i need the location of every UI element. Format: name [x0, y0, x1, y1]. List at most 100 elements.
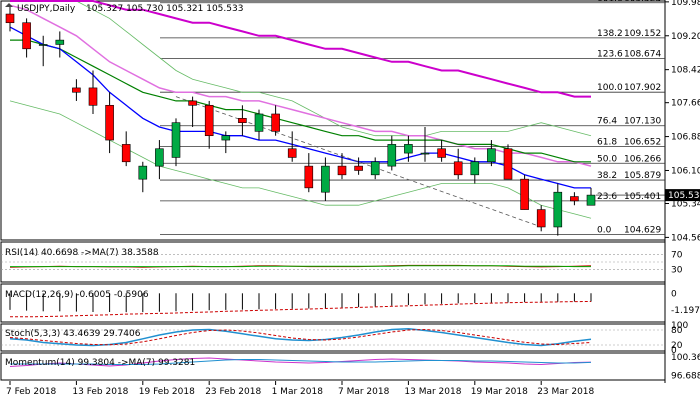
bollinger-upper-line: [73, 0, 592, 137]
momentum-tick-label: 96.6889: [671, 372, 700, 382]
fib-price-label: 105.401: [624, 192, 661, 202]
fib-level-label: 50.0: [597, 154, 617, 164]
rsi-series-line: [10, 265, 591, 268]
candle-body: [520, 178, 529, 210]
fib-price-label: 108.674: [624, 50, 661, 60]
candle-body: [271, 113, 280, 132]
macd-title: MACD(12,26,9) -0.6005 -0.5906: [5, 290, 149, 300]
fib-level-label: 23.6: [597, 192, 617, 202]
candle-body: [536, 209, 546, 228]
candle-body: [404, 144, 413, 154]
momentum-title: Momentum(14) 99.3804 ->MA(7) 99.3281: [5, 358, 195, 368]
candle-body: [254, 113, 264, 132]
time-tick-label: 23 Mar 2018: [537, 387, 594, 397]
candle-body: [553, 191, 563, 228]
candle-body: [321, 165, 330, 193]
fib-level-label: 123.6: [597, 50, 623, 60]
fib-price-label: 105.879: [624, 171, 661, 181]
macd-panel: 0 -1.1976: [9, 289, 700, 318]
rsi-tick-label: 70: [671, 250, 683, 260]
rsi-tick-label: 30: [671, 266, 683, 276]
macd-tick-label: 0: [671, 289, 677, 299]
ma-fast-line: [9, 26, 591, 189]
fib-level-label: 76.4: [597, 117, 617, 127]
ohlc-label: 105.327 105.730 105.321 105.533: [86, 4, 243, 14]
price-tick-label: 108.420: [671, 66, 700, 76]
candle-body: [188, 100, 197, 106]
fib-level-label: 38.2: [597, 171, 617, 181]
price-tick-label: 106.100: [671, 166, 700, 176]
candle-body: [155, 148, 164, 167]
price-tick-label: 109.200: [671, 32, 700, 42]
stoch-tick-label: 100: [671, 321, 688, 331]
current-price-label: 105.533: [668, 191, 700, 201]
momentum-panel: 100.3651 96.6889: [9, 353, 700, 382]
chart-header: USDJPY,Daily 105.327 105.730 105.321 105…: [5, 3, 243, 14]
stoch-title: Stoch(5,3,3) 43.4639 29.7406: [5, 329, 141, 339]
candle-body: [121, 144, 131, 163]
candle-body: [55, 39, 65, 45]
fib-price-label: 109.152: [624, 29, 661, 39]
stoch-d-line: [9, 328, 592, 346]
candle-body: [586, 194, 596, 206]
fib-level-label: 0.0: [597, 225, 612, 235]
price-tick-label: 106.880: [671, 133, 700, 143]
price-tick-label: 107.660: [671, 99, 700, 109]
symbol-label: USDJPY,Daily: [17, 4, 76, 14]
candle-body: [221, 135, 231, 141]
candle-body: [287, 148, 297, 158]
fib-level-label: 138.2: [597, 29, 623, 39]
collapse-arrow-icon[interactable]: [5, 3, 13, 7]
fib-price-label: 106.266: [624, 154, 661, 164]
stoch-tick-label: 80: [671, 326, 683, 336]
candle-body: [238, 118, 247, 123]
time-tick-label: 19 Mar 2018: [471, 387, 528, 397]
candle-body: [337, 165, 347, 176]
candle-body: [570, 196, 579, 202]
candle-body: [171, 122, 181, 158]
candle-body: [370, 161, 380, 176]
rsi-title: RSI(14) 40.6698 ->MA(7) 38.3588: [5, 248, 159, 258]
candle-body: [387, 144, 397, 167]
fib-level-label: 101.6: [597, 0, 623, 4]
macd-signal-line: [10, 301, 592, 318]
time-tick-label: 7 Mar 2018: [338, 387, 390, 397]
momentum-tick-label: 100.3651: [671, 353, 700, 363]
candle-body: [487, 148, 496, 163]
fib-price-label: 107.902: [624, 83, 661, 93]
candle-body: [5, 13, 15, 24]
time-tick-label: 13 Feb 2018: [72, 387, 128, 397]
candle-body: [470, 161, 480, 176]
price-tick-label: 104.560: [671, 233, 700, 243]
fib-price-label: 104.629: [624, 225, 661, 235]
candle-body: [354, 165, 363, 171]
candle-body: [105, 104, 114, 141]
stoch-tick-label: 20: [671, 341, 683, 351]
time-tick-label: 1 Mar 2018: [272, 387, 324, 397]
time-tick-label: 13 Mar 2018: [404, 387, 461, 397]
fib-price-label: 107.130: [624, 117, 661, 127]
time-axis: 7 Feb 2018 13 Feb 2018 19 Feb 2018 23 Feb 2…: [6, 381, 595, 397]
candle-body: [88, 87, 98, 106]
momentum-ma-line: [10, 359, 592, 365]
rsi-panel: 70 30: [1, 250, 683, 276]
stoch-tick-label: 0: [671, 346, 677, 356]
candle-body: [420, 152, 430, 155]
candle-body: [204, 104, 214, 137]
ma-slow-line: [9, 4, 592, 167]
candle-body: [304, 165, 314, 189]
candle-body: [22, 22, 31, 50]
price-tick-label: 109.980: [671, 0, 700, 8]
fib-price-label: 109.523: [624, 0, 661, 4]
candle-body: [437, 148, 446, 158]
candle-body: [138, 165, 148, 180]
time-tick-label: 7 Feb 2018: [6, 387, 57, 397]
fib-level-label: 100.0: [597, 83, 623, 93]
trendline: [175, 96, 542, 228]
ma-mid-line: [10, 39, 591, 163]
price-tick-label: 105.340: [671, 199, 700, 209]
time-tick-label: 19 Feb 2018: [139, 387, 195, 397]
